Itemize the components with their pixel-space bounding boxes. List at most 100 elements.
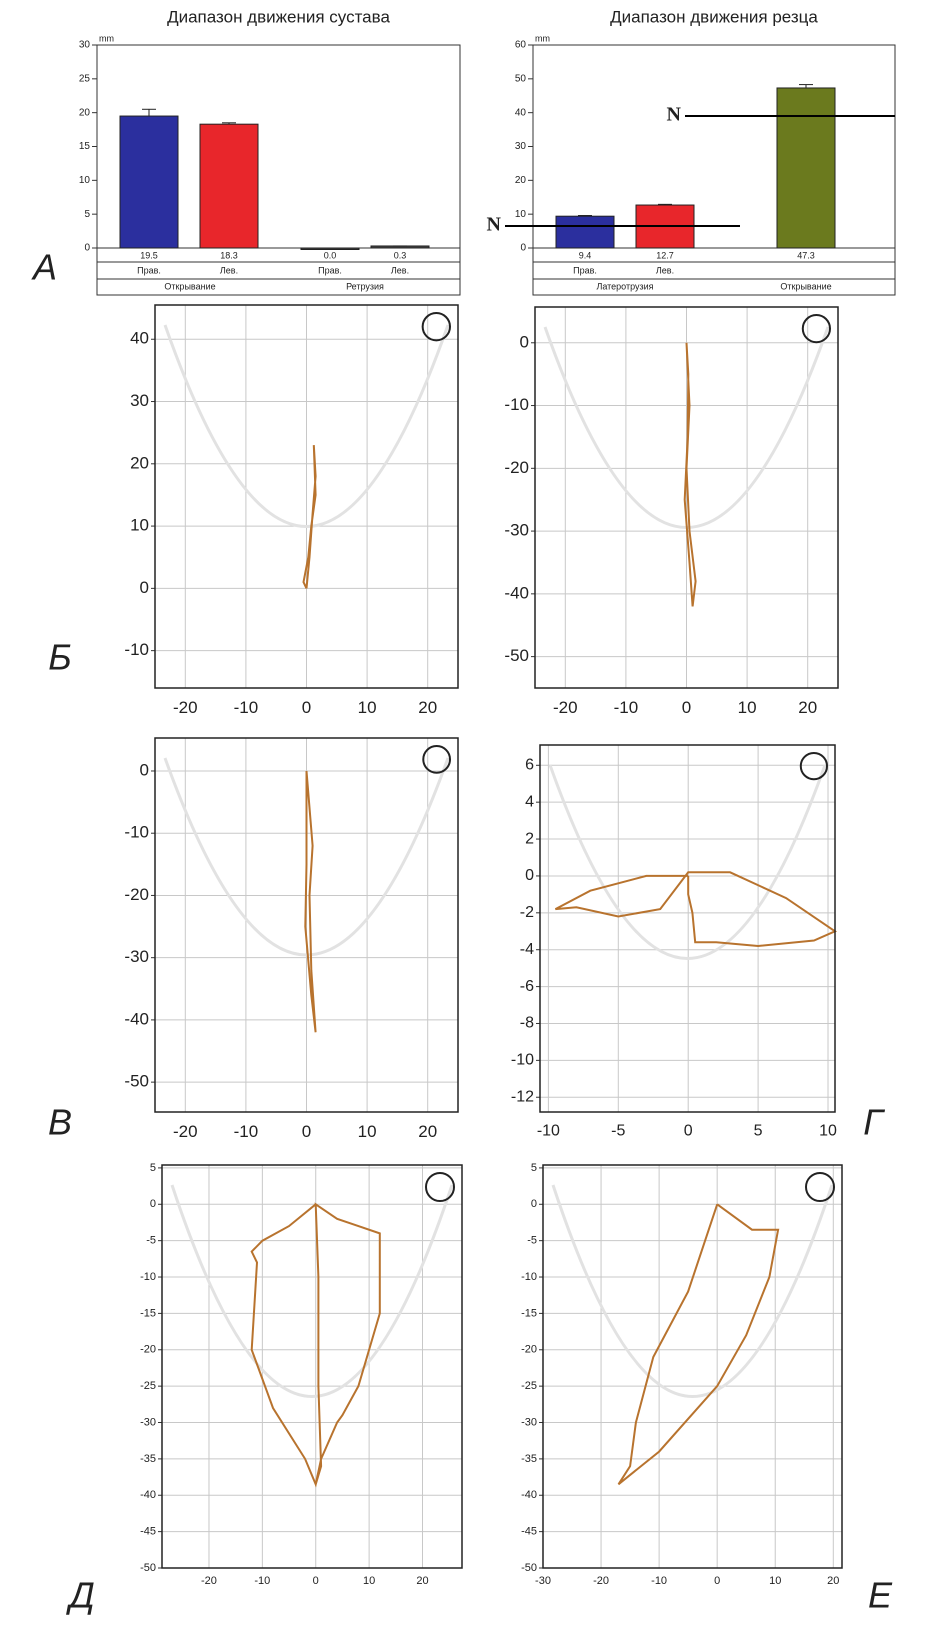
jaw-outline [172, 1185, 452, 1397]
y-tick-label: 0 [531, 1198, 537, 1210]
x-tick-label: 10 [769, 1575, 781, 1587]
y-tick-label: -30 [140, 1416, 156, 1428]
x-tick-label: 0 [302, 1122, 311, 1141]
reference-label: N [487, 214, 502, 236]
x-tick-label: -30 [535, 1575, 551, 1587]
y-tick-label: 30 [130, 391, 149, 410]
y-tick-label: -4 [520, 941, 534, 958]
y-tick-label: 60 [515, 40, 527, 51]
trace [555, 872, 835, 946]
plot-frame [540, 745, 835, 1112]
y-tick-label: -45 [140, 1526, 156, 1538]
value-label: 0.3 [394, 250, 407, 260]
y-tick-label: -10 [140, 1271, 156, 1283]
y-tick-label: 30 [79, 40, 91, 51]
x-tick-label: 0 [313, 1575, 319, 1587]
x-tick-label: 0 [302, 698, 311, 717]
y-tick-label: -5 [146, 1235, 156, 1247]
y-tick-label: 0 [84, 243, 90, 254]
y-tick-label: -40 [521, 1489, 537, 1501]
y-tick-label: -10 [511, 1052, 534, 1069]
plot-frame [543, 1165, 842, 1568]
y-tick-label: 6 [525, 757, 534, 774]
x-tick-label: 10 [358, 698, 377, 717]
y-tick-label: -15 [521, 1307, 537, 1319]
value-label: 0.0 [324, 250, 337, 260]
y-tick-label: 5 [84, 209, 90, 220]
x-tick-label: 10 [363, 1575, 375, 1587]
y-tick-label: 0 [520, 243, 526, 254]
panel-label: В [48, 1102, 72, 1143]
y-tick-label: -6 [520, 978, 534, 995]
jaw-outline [553, 1185, 832, 1397]
x-tick-label: -10 [254, 1575, 270, 1587]
y-tick-label: -40 [124, 1009, 149, 1028]
category-label: Прав. [137, 265, 161, 275]
y-tick-label: 50 [515, 73, 527, 84]
y-tick-label: -50 [140, 1562, 156, 1574]
jaw-outline [550, 765, 825, 959]
y-tick-label: -30 [124, 947, 149, 966]
y-tick-label: -20 [124, 885, 149, 904]
y-tick-label: -40 [504, 583, 529, 602]
x-tick-label: -20 [201, 1575, 217, 1587]
x-tick-label: -20 [553, 698, 578, 717]
x-tick-label: 10 [738, 698, 757, 717]
panel-label: Е [868, 1575, 893, 1616]
group-label: Ретрузия [346, 281, 384, 291]
y-tick-label: 25 [79, 73, 91, 84]
y-tick-label: 4 [525, 793, 534, 810]
x-tick-label: 20 [416, 1575, 428, 1587]
x-tick-label: 0 [714, 1575, 720, 1587]
bar [777, 88, 835, 248]
y-tick-label: 20 [79, 107, 91, 118]
value-label: 18.3 [220, 250, 238, 260]
y-tick-label: 10 [515, 209, 527, 220]
value-label: 47.3 [797, 250, 815, 260]
y-tick-label: 0 [150, 1198, 156, 1210]
trace [304, 445, 316, 588]
y-tick-label: 40 [130, 329, 149, 348]
y-tick-label: -25 [521, 1380, 537, 1392]
y-tick-label: -25 [140, 1380, 156, 1392]
x-tick-label: -10 [537, 1122, 560, 1139]
x-tick-label: 20 [418, 698, 437, 717]
panel-label: Г [863, 1102, 885, 1143]
bar [120, 116, 178, 248]
y-tick-label: 10 [130, 516, 149, 535]
unit-label: mm [99, 33, 114, 43]
value-label: 19.5 [140, 250, 158, 260]
y-tick-label: 20 [130, 453, 149, 472]
trace [619, 1204, 779, 1484]
y-tick-label: -15 [140, 1307, 156, 1319]
y-tick-label: -30 [521, 1416, 537, 1428]
y-tick-label: 15 [79, 141, 91, 152]
y-tick-label: 0 [525, 867, 534, 884]
group-label: Латеротрузия [596, 281, 653, 291]
y-tick-label: 0 [520, 332, 529, 351]
y-tick-label: -20 [140, 1344, 156, 1356]
x-tick-label: 20 [418, 1122, 437, 1141]
x-tick-label: -20 [173, 1122, 198, 1141]
bar [200, 124, 258, 248]
y-tick-label: 30 [515, 141, 527, 152]
x-tick-label: 0 [682, 698, 691, 717]
value-label: 12.7 [656, 250, 674, 260]
x-tick-label: 20 [798, 698, 817, 717]
x-tick-label: -10 [651, 1575, 667, 1587]
group-label: Открывание [164, 281, 215, 291]
category-label: Прав. [318, 265, 342, 275]
y-tick-label: -5 [527, 1235, 537, 1247]
y-tick-label: -20 [504, 458, 529, 477]
x-tick-label: -5 [611, 1122, 625, 1139]
x-tick-label: -20 [593, 1575, 609, 1587]
y-tick-label: -50 [504, 646, 529, 665]
x-tick-label: 5 [754, 1122, 763, 1139]
bar [556, 216, 614, 248]
y-tick-label: -50 [521, 1562, 537, 1574]
y-tick-label: -10 [124, 640, 149, 659]
y-tick-label: -45 [521, 1526, 537, 1538]
y-tick-label: 0 [140, 578, 149, 597]
reference-label: N [667, 104, 682, 126]
y-tick-label: 2 [525, 830, 534, 847]
